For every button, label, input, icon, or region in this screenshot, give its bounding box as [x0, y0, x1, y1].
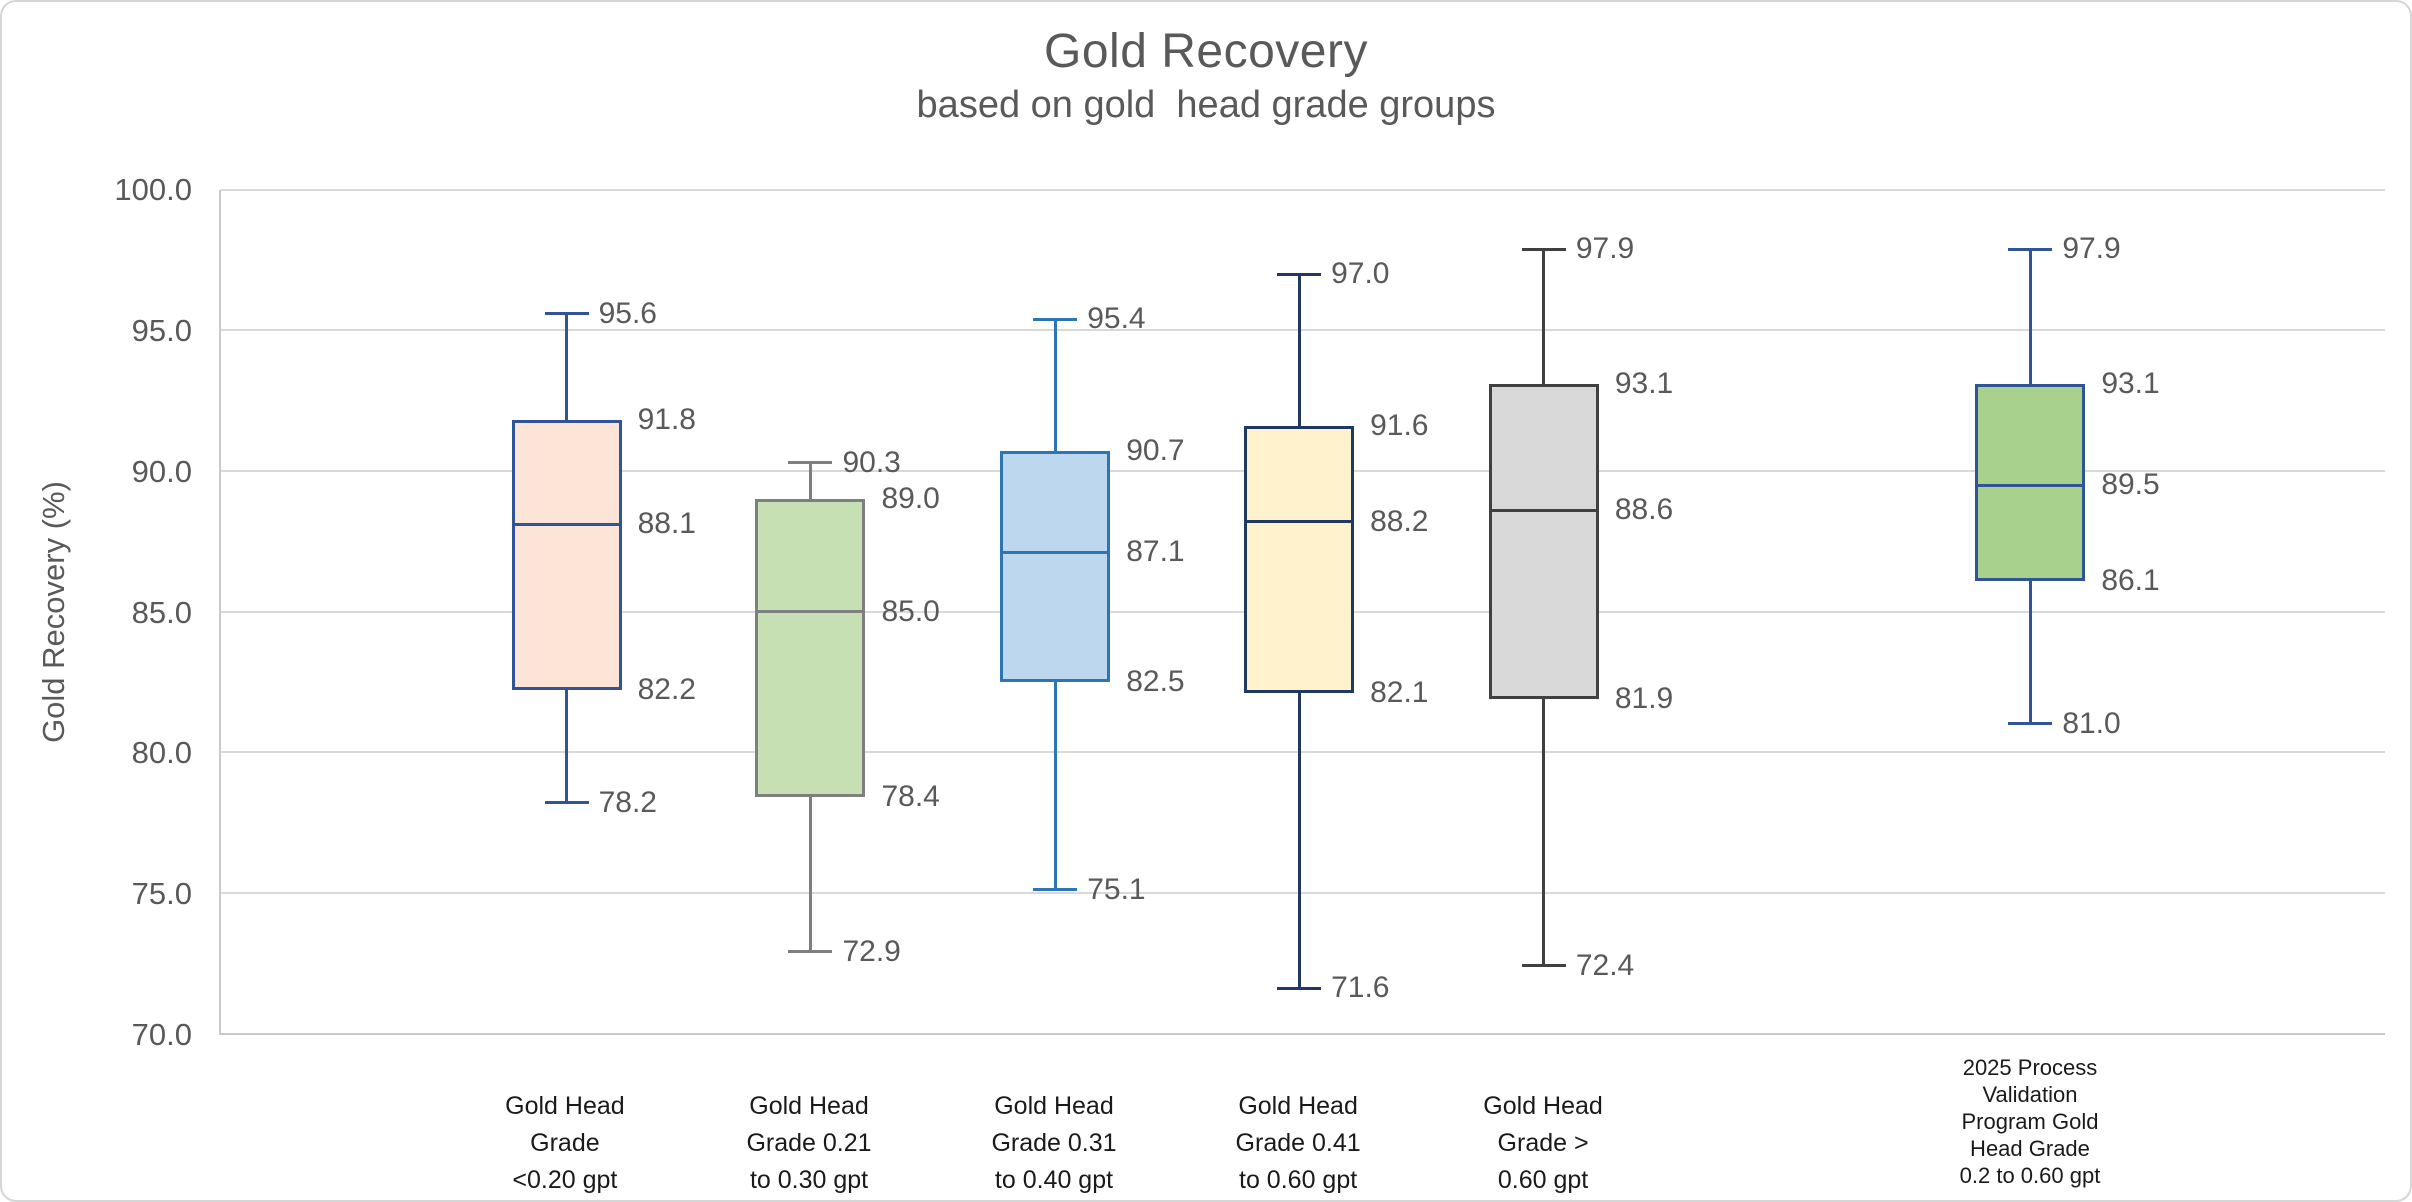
x-category-label: Gold Head Grade 0.41 to 0.60 gpt: [1235, 1092, 1361, 1194]
y-tick-label: 70.0: [131, 1017, 192, 1052]
x-category-label: Gold Head Grade 0.31 to 0.40 gpt: [991, 1092, 1117, 1194]
max-whisker-cap: [1033, 317, 1078, 321]
box-plot-series: 97.9 93.1 88.6 81.9 72.4: [221, 190, 2385, 1033]
value-label-max: 95.6: [598, 296, 657, 330]
value-label-median: 87.1: [1126, 535, 1185, 569]
value-label-min: 81.0: [2062, 706, 2121, 740]
gridline: [221, 891, 2385, 894]
value-label-min: 75.1: [1087, 872, 1146, 906]
value-label-max: 97.9: [2062, 232, 2121, 265]
value-label-q1: 78.4: [881, 779, 940, 813]
lower-whisker-line: [808, 796, 812, 952]
iqr-box: [1488, 383, 1599, 699]
iqr-box: [1244, 426, 1355, 693]
min-whisker-cap: [1277, 986, 1322, 990]
box-plot-series: 97.9 93.1 89.5 86.1 81.0: [221, 190, 2385, 1033]
value-label-q3: 89.0: [881, 482, 940, 516]
value-label-median: 88.6: [1614, 493, 1674, 527]
value-label-min: 78.2: [598, 785, 657, 819]
median-line: [1488, 508, 1599, 512]
value-label-q3: 93.1: [1614, 366, 1674, 400]
lower-whisker-line: [1053, 681, 1057, 890]
value-label-q3: 91.6: [1370, 409, 1429, 443]
min-whisker-cap: [788, 950, 833, 953]
value-label-min: 72.4: [1575, 948, 1635, 982]
max-whisker-cap: [544, 312, 589, 316]
value-label-max: 97.0: [1331, 257, 1390, 291]
y-tick-label: 100.0: [114, 172, 192, 207]
value-label-q1: 81.9: [1614, 681, 1674, 715]
box-plot-series: 95.6 91.8 88.1 82.2 78.2: [221, 190, 2385, 1033]
value-label-median: 85.0: [881, 594, 940, 628]
value-label-median: 88.2: [1370, 504, 1429, 538]
min-whisker-cap: [1033, 888, 1078, 892]
iqr-box: [1975, 383, 2086, 581]
iqr-box: [1000, 451, 1111, 682]
y-tick-label: 80.0: [131, 735, 192, 771]
iqr-box: [755, 499, 866, 797]
value-label-q1: 82.2: [637, 673, 696, 707]
upper-whisker-line: [1053, 319, 1057, 452]
upper-whisker-line: [1297, 274, 1301, 427]
upper-whisker-line: [2028, 249, 2032, 384]
iqr-box: [511, 420, 622, 691]
min-whisker-cap: [544, 801, 589, 805]
median-line: [755, 610, 866, 613]
y-tick-label: 75.0: [131, 876, 192, 912]
lower-whisker-line: [565, 690, 569, 803]
y-tick-label: 95.0: [131, 312, 192, 348]
chart-subtitle: based on gold head grade groups: [916, 84, 1496, 126]
x-category-label: Gold Head Grade >0.60 gpt: [1483, 1092, 1603, 1194]
x-category-label: 2025 Process Validation Program Gold Head G…: [1959, 1055, 2101, 1188]
min-whisker-cap: [2008, 722, 2053, 726]
lower-whisker-line: [1542, 698, 1546, 966]
value-label-q1: 86.1: [2101, 563, 2160, 597]
box-plot-series: 97.0 91.6 88.2 82.1 71.6: [221, 190, 2385, 1033]
y-tick-label: 90.0: [131, 453, 192, 489]
gridline: [221, 750, 2385, 753]
gridline: [221, 329, 2385, 332]
value-label-median: 89.5: [2101, 468, 2160, 502]
plot-area: 95.6 91.8 88.1 82.2 78.2 90.3 89.0 85.0 78.4 72.9…: [219, 189, 2385, 1035]
box-plot-series: 90.3 89.0 85.0 78.4 72.9: [221, 190, 2385, 1033]
max-whisker-cap: [1521, 247, 1566, 251]
median-line: [1975, 483, 2086, 487]
median-line: [1244, 520, 1355, 524]
chart-title: Gold Recovery: [1044, 25, 1368, 78]
value-label-max: 97.9: [1575, 232, 1635, 265]
max-whisker-cap: [2008, 247, 2053, 251]
value-label-q1: 82.1: [1370, 675, 1429, 709]
max-whisker-cap: [1277, 272, 1322, 276]
upper-whisker-line: [808, 462, 812, 500]
max-whisker-cap: [788, 461, 833, 465]
value-label-median: 88.1: [637, 507, 696, 541]
y-tick-label: 85.0: [131, 594, 192, 630]
x-category-label: Gold Head Grade <0.20 gpt: [505, 1092, 625, 1194]
upper-whisker-line: [565, 313, 569, 421]
median-line: [1000, 550, 1111, 554]
value-label-q3: 93.1: [2101, 366, 2160, 400]
value-label-q3: 91.8: [637, 403, 696, 437]
lower-whisker-line: [1297, 692, 1301, 989]
value-label-q3: 90.7: [1126, 434, 1185, 468]
x-category-label: Gold Head Grade 0.21 to 0.30 gpt: [746, 1092, 872, 1194]
value-label-min: 72.9: [842, 934, 901, 968]
value-label-max: 90.3: [842, 445, 901, 479]
value-label-min: 71.6: [1331, 971, 1390, 1005]
lower-whisker-line: [2028, 580, 2032, 724]
value-label-max: 95.4: [1087, 302, 1146, 336]
gridline: [221, 189, 2385, 191]
min-whisker-cap: [1521, 964, 1566, 968]
upper-whisker-line: [1542, 249, 1546, 384]
median-line: [511, 522, 622, 526]
box-plot-series: 95.4 90.7 87.1 82.5 75.1: [221, 190, 2385, 1033]
value-label-q1: 82.5: [1126, 664, 1185, 698]
